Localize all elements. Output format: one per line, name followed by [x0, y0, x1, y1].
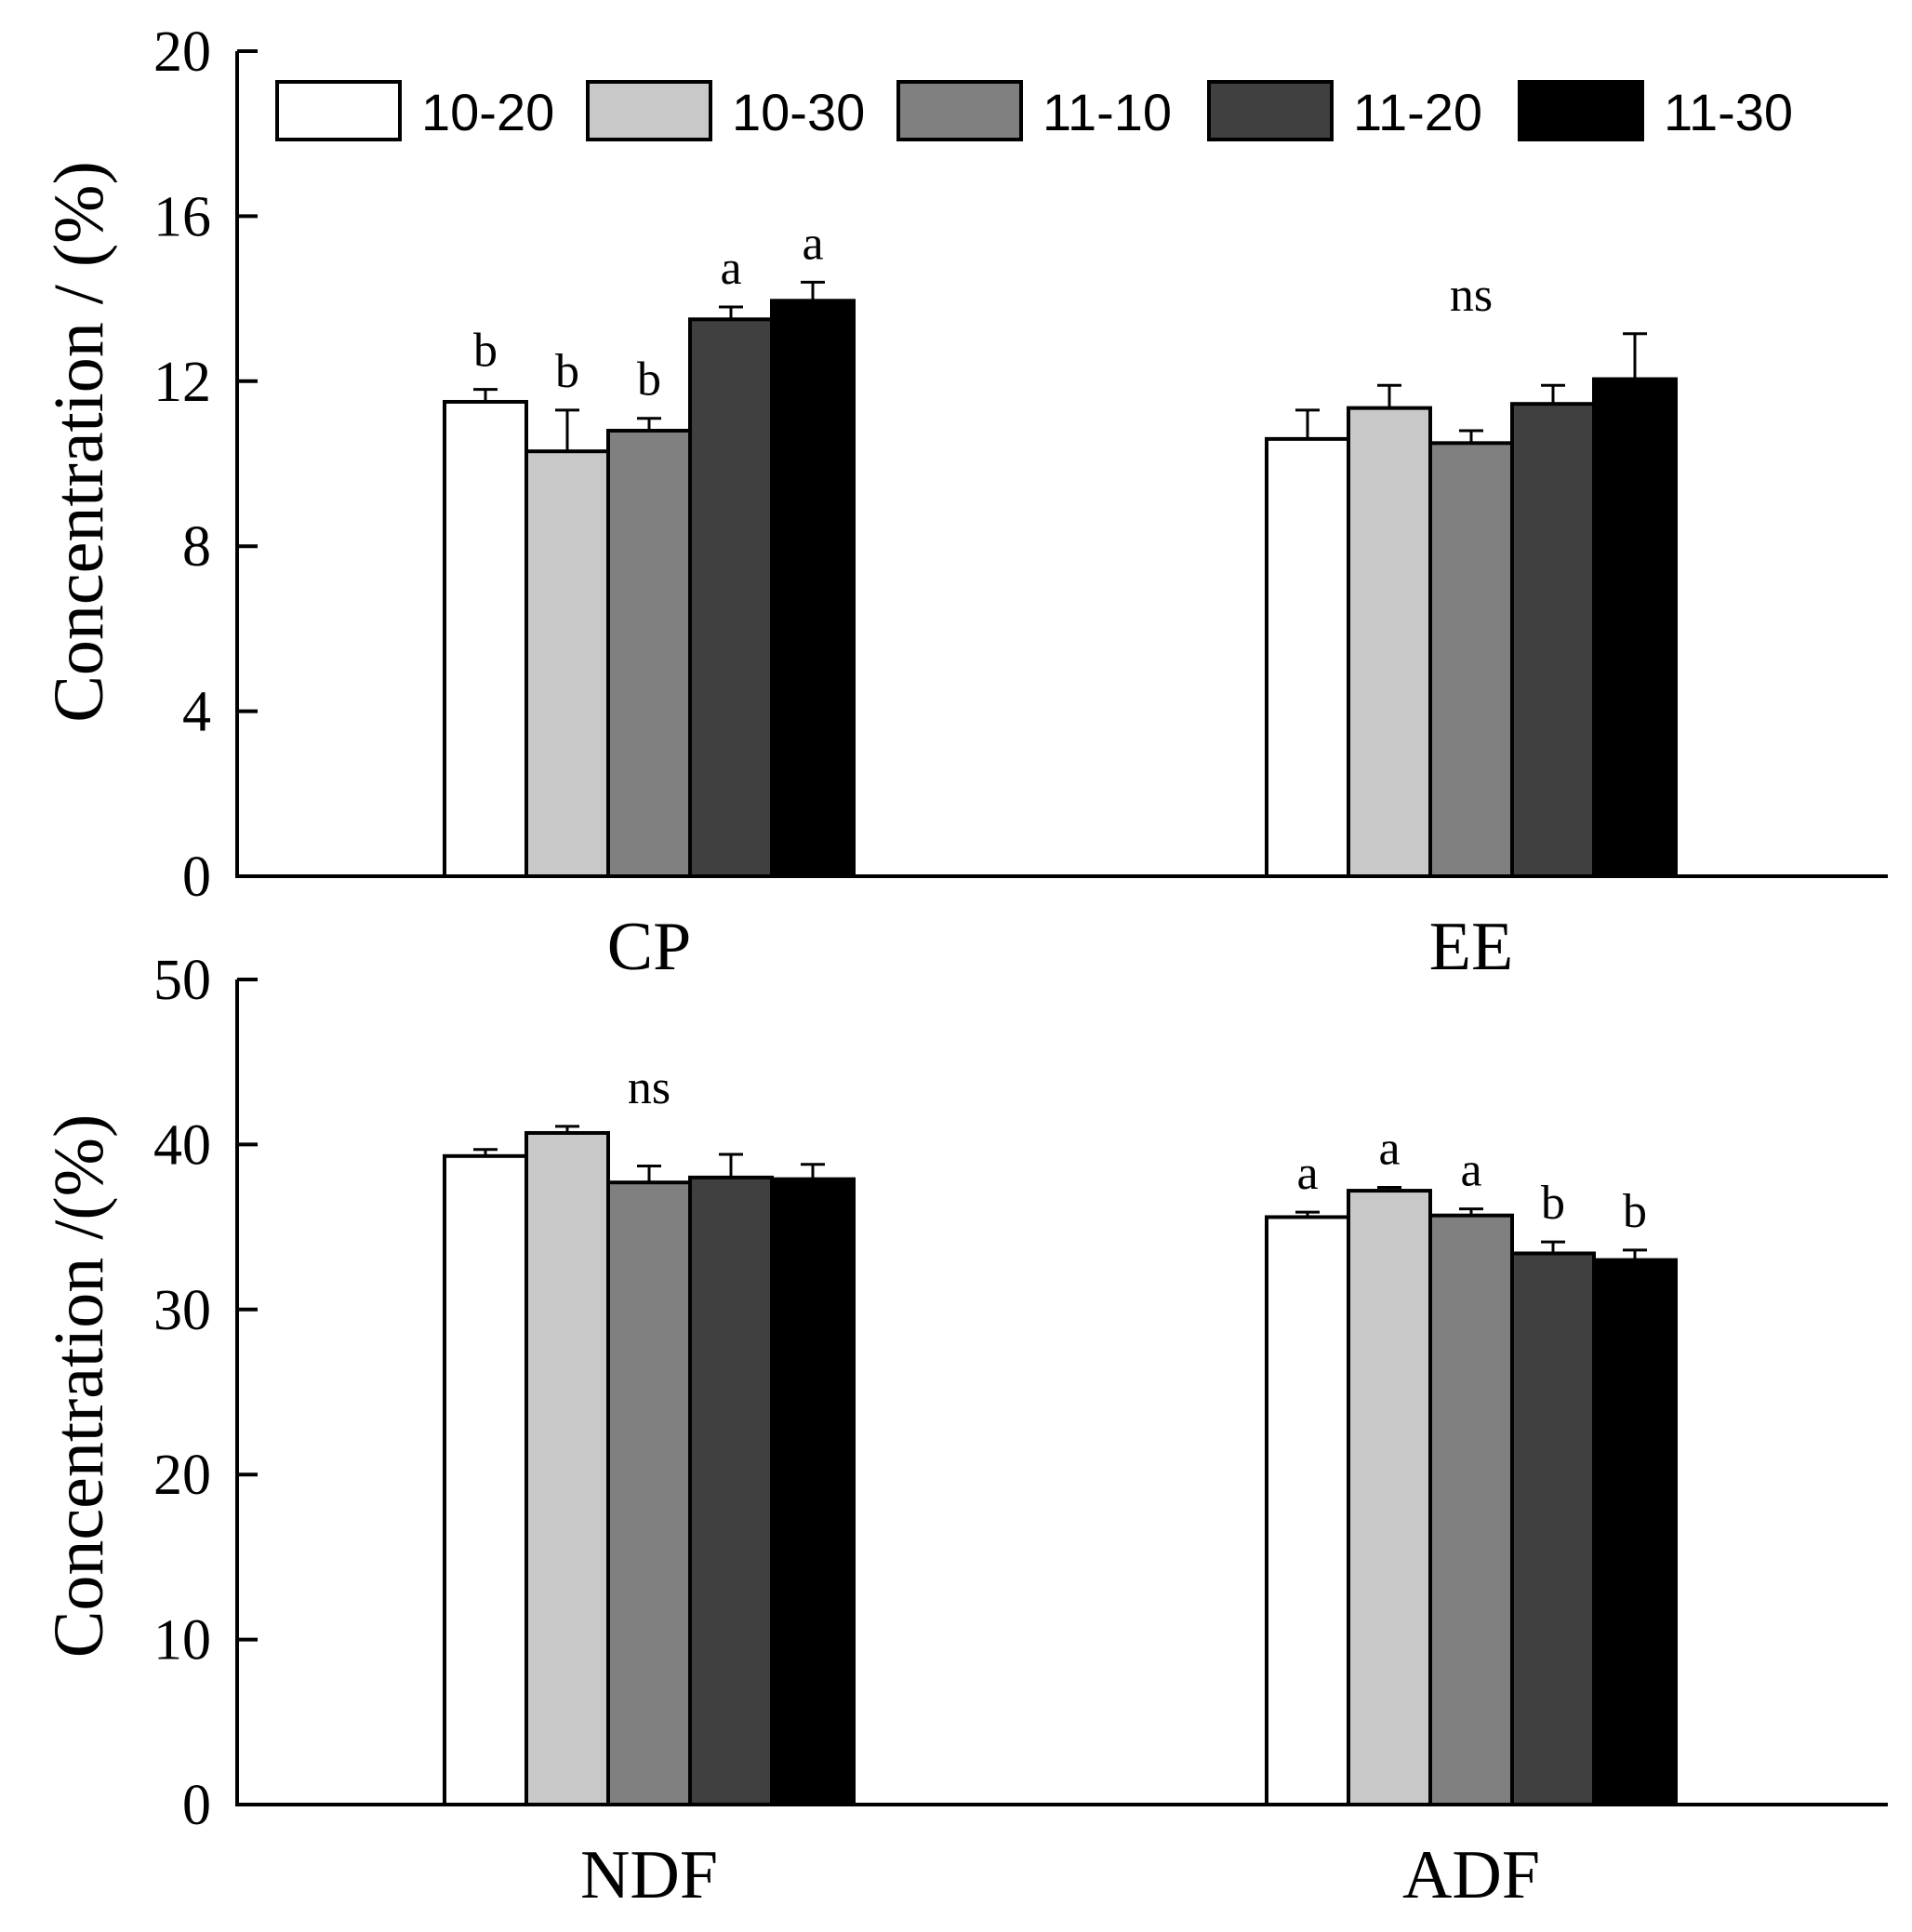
significance-label: ns — [1450, 269, 1493, 322]
x-category-label: NDF — [580, 1837, 718, 1913]
y-tick-label: 40 — [153, 1113, 211, 1177]
bar-cp-11-10 — [606, 429, 692, 878]
y-tick-label: 20 — [153, 1444, 211, 1507]
x-category-label: CP — [607, 909, 692, 985]
x-category-label: EE — [1429, 909, 1513, 985]
y-tick-label: 50 — [153, 949, 211, 1012]
significance-label: a — [802, 217, 823, 270]
legend-label: 10-20 — [421, 83, 554, 141]
bar-cp-10-20 — [443, 399, 528, 878]
y-tick-label: 20 — [153, 20, 211, 84]
legend-label: 11-30 — [1664, 83, 1793, 141]
significance-label: a — [1378, 1123, 1400, 1176]
bar-ee-10-20 — [1265, 436, 1350, 878]
significance-label: b — [555, 345, 579, 398]
y-tick-label: 0 — [182, 1774, 211, 1837]
y-axis-title: Concentration / (%) — [40, 161, 118, 723]
legend-label: 11-20 — [1353, 83, 1482, 141]
y-tick-label: 0 — [182, 846, 211, 909]
bar-ee-10-30 — [1347, 406, 1432, 878]
bar-ndf-11-20 — [688, 1175, 774, 1806]
legend-swatch-10-20 — [275, 80, 402, 141]
legend-swatch-11-20 — [1207, 80, 1334, 141]
bar-adf-10-20 — [1265, 1215, 1350, 1807]
legend-label: 10-30 — [732, 83, 865, 141]
significance-label: b — [1541, 1177, 1565, 1230]
bar-adf-11-20 — [1510, 1251, 1596, 1806]
bar-cp-11-20 — [688, 317, 774, 878]
significance-label: a — [1460, 1144, 1481, 1197]
bar-cp-10-30 — [524, 449, 610, 878]
bar-adf-10-30 — [1347, 1189, 1432, 1806]
y-tick-label: 12 — [153, 351, 211, 414]
bar-ee-11-30 — [1592, 377, 1678, 878]
bar-ee-11-20 — [1510, 402, 1596, 878]
legend-swatch-11-30 — [1518, 80, 1644, 141]
significance-label: a — [720, 242, 741, 295]
bar-ndf-11-30 — [770, 1177, 856, 1807]
y-tick-label: 8 — [182, 515, 211, 579]
legend-label: 11-10 — [1042, 83, 1172, 141]
legend-swatch-10-30 — [586, 80, 712, 141]
significance-label: ns — [628, 1061, 671, 1114]
bar-cp-11-30 — [770, 299, 856, 878]
significance-label: b — [473, 325, 498, 378]
y-tick-label: 16 — [153, 185, 211, 248]
significance-label: a — [1296, 1147, 1318, 1200]
legend-swatch-11-10 — [896, 80, 1023, 141]
bar-ndf-10-20 — [443, 1153, 528, 1806]
y-tick-label: 4 — [182, 681, 211, 744]
bar-ee-11-10 — [1428, 441, 1514, 878]
bar-adf-11-30 — [1592, 1258, 1678, 1806]
significance-label: b — [1623, 1185, 1647, 1238]
bar-adf-11-10 — [1428, 1213, 1514, 1806]
significance-label: b — [637, 353, 661, 406]
y-axis-title: Concentration /(%) — [40, 1114, 118, 1659]
bar-ndf-10-30 — [524, 1130, 610, 1807]
x-category-label: ADF — [1402, 1837, 1540, 1913]
y-tick-label: 10 — [153, 1609, 211, 1672]
bar-ndf-11-10 — [606, 1180, 692, 1806]
y-tick-label: 30 — [153, 1279, 211, 1342]
